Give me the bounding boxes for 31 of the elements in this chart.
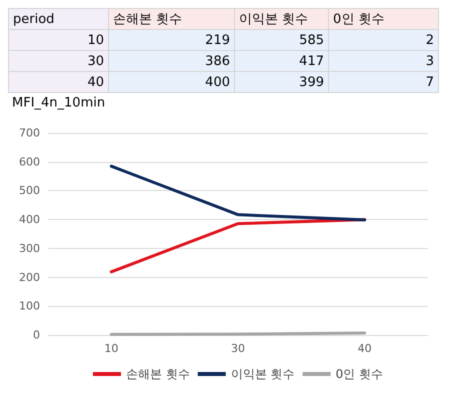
data-label: 219 bbox=[108, 30, 234, 50]
text: MFI_4n_10min bbox=[12, 96, 106, 110]
y-tick-label: 300 bbox=[19, 242, 40, 255]
x-tick-label: 40 bbox=[358, 342, 372, 355]
category-label: 10 bbox=[8, 30, 108, 50]
y-tick-label: 400 bbox=[19, 213, 40, 226]
data-label: 400 bbox=[108, 72, 234, 92]
x-tick-label: 10 bbox=[104, 342, 118, 355]
series-label: 이익본 횟수 bbox=[234, 8, 328, 30]
y-tick-label: 0 bbox=[33, 328, 40, 342]
y-tick-label: 600 bbox=[19, 155, 40, 168]
series-label: 손해본 횟수 bbox=[108, 8, 234, 30]
data-label: 2 bbox=[328, 30, 438, 50]
text: period bbox=[8, 8, 108, 30]
y-tick-label: 500 bbox=[19, 184, 40, 198]
legend-label: 이익본 횟수 bbox=[230, 367, 295, 381]
series-label: 0인 횟수 bbox=[328, 8, 438, 30]
data-label: 7 bbox=[328, 72, 438, 92]
category-label: 30 bbox=[8, 50, 108, 72]
category-label: 40 bbox=[8, 72, 108, 92]
legend-label: 손해본 횟수 bbox=[126, 367, 190, 381]
data-label: 585 bbox=[234, 30, 328, 50]
data-label: 399 bbox=[234, 72, 328, 92]
data-label: 386 bbox=[108, 50, 234, 72]
y-tick-label: 700 bbox=[19, 126, 40, 140]
data-label: 3 bbox=[328, 50, 438, 72]
y-tick-label: 200 bbox=[19, 270, 40, 284]
legend-label: 0인 횟수 bbox=[336, 367, 384, 381]
y-tick-label: 100 bbox=[19, 300, 40, 313]
x-tick-label: 30 bbox=[231, 342, 245, 355]
data-label: 417 bbox=[234, 50, 328, 72]
